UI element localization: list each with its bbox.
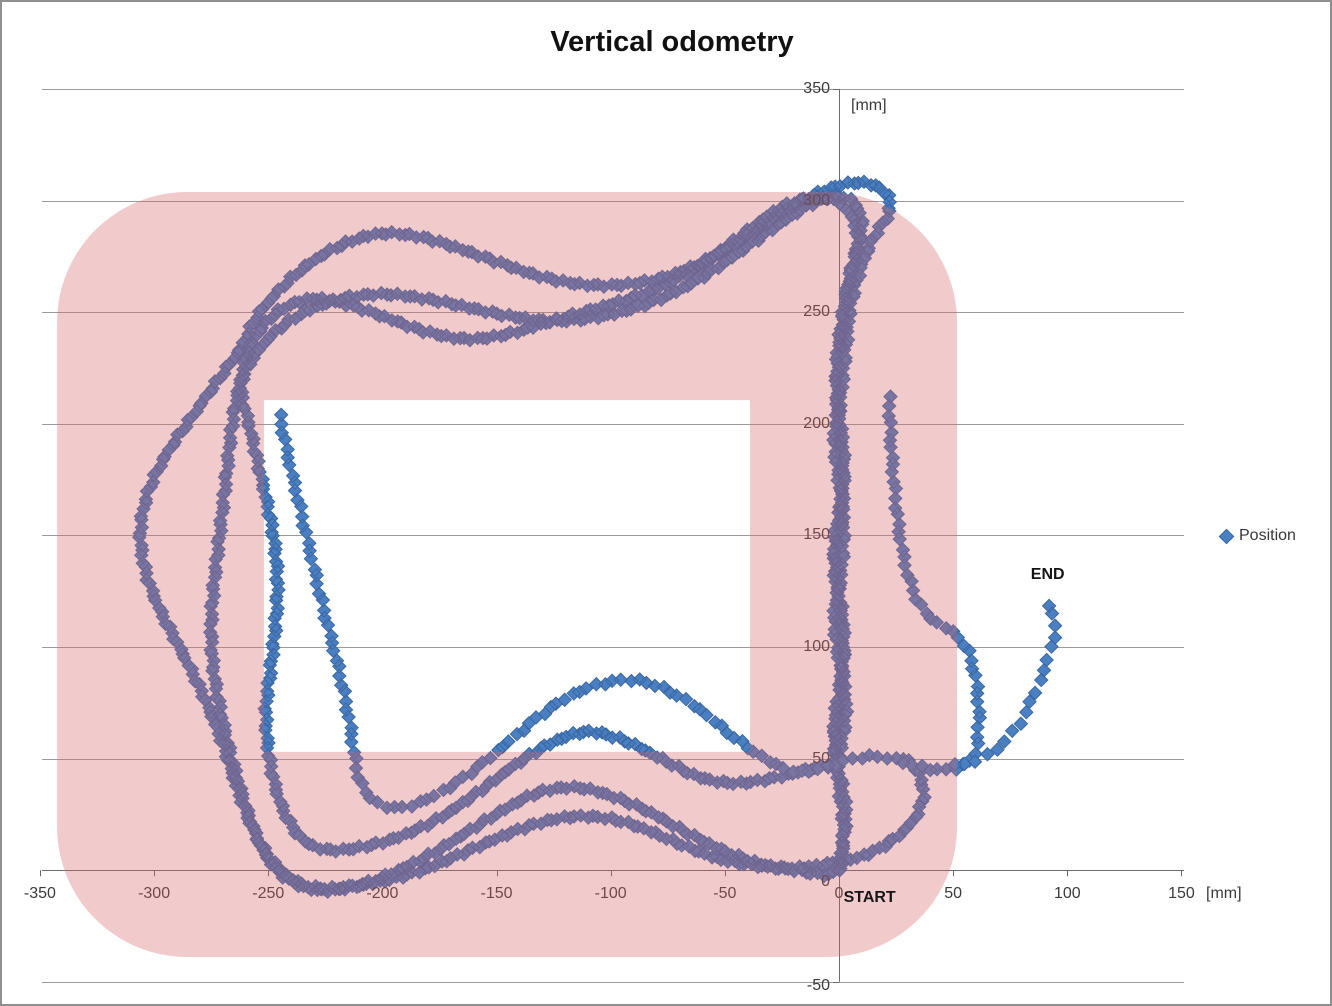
y-tick-label: 350 [803,79,830,97]
y-tick-label: 50 [812,749,830,767]
y-tick-label: 100 [803,637,830,655]
x-tick-label: -200 [366,885,399,903]
y-tick-label: 150 [803,526,830,544]
position-markers-end [947,598,1063,772]
y-tick-label: 200 [803,414,830,432]
y-tick-label: -50 [806,976,830,994]
x-axis-unit-label: [mm] [1206,885,1242,903]
y-tick-label: 0 [821,873,830,891]
x-tick-label: 0 [834,885,844,903]
legend-diamond-icon [1218,528,1235,544]
y-axis-unit-label: [mm] [851,96,887,114]
x-tick-label: 50 [944,885,963,903]
x-tick-label: -300 [138,885,171,903]
position-markers-final [273,389,988,816]
x-tick-label: 150 [1168,885,1195,903]
x-tick-label: -150 [480,885,513,903]
x-tick-label: 100 [1053,885,1081,903]
x-tick-label: -350 [23,885,56,903]
chart-title: Vertical odometry [550,26,794,58]
position-series [131,174,1063,900]
x-tick-label: -100 [594,885,627,903]
position-markers-laps [131,174,932,900]
legend[interactable]: Position [1218,527,1296,545]
legend-series-label: Position [1239,527,1296,544]
y-tick-label: 300 [803,191,830,209]
y-tick-label: 250 [803,303,830,321]
x-tick-label: -250 [252,885,285,903]
x-tick-label: -50 [713,885,737,903]
